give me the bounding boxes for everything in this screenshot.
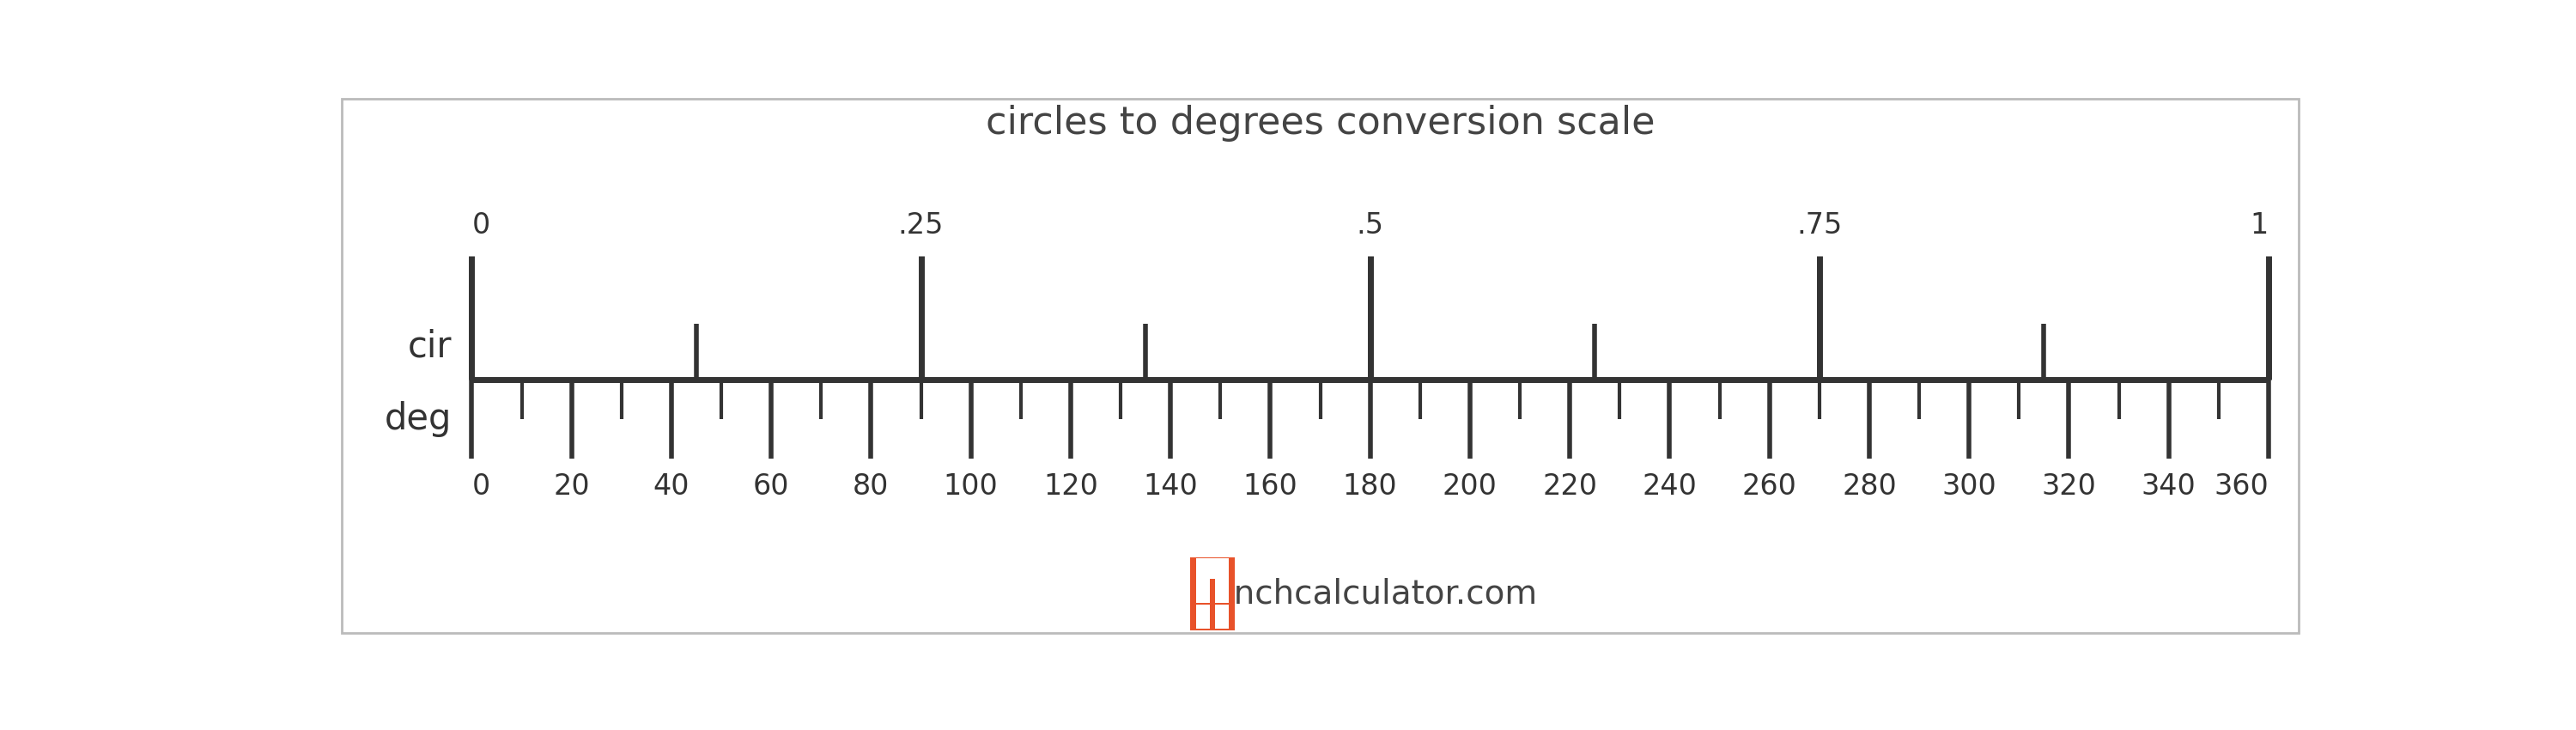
Text: cir: cir: [407, 328, 451, 364]
Text: .25: .25: [899, 211, 943, 239]
Text: 280: 280: [1842, 472, 1896, 501]
Text: 20: 20: [554, 472, 590, 501]
Text: 100: 100: [943, 472, 999, 501]
Text: 0: 0: [471, 211, 489, 239]
Text: 260: 260: [1741, 472, 1798, 501]
Text: 200: 200: [1443, 472, 1497, 501]
Text: inchcalculator.com: inchcalculator.com: [1224, 577, 1538, 610]
Text: 340: 340: [2141, 472, 2195, 501]
Bar: [1216, 579, 1229, 603]
Text: 220: 220: [1543, 472, 1597, 501]
Text: 320: 320: [2040, 472, 2097, 501]
Text: 300: 300: [1942, 472, 1996, 501]
Text: 180: 180: [1342, 472, 1396, 501]
Text: 0: 0: [471, 472, 489, 501]
Text: 140: 140: [1144, 472, 1198, 501]
Text: 80: 80: [853, 472, 889, 501]
Text: 160: 160: [1242, 472, 1298, 501]
Bar: [1195, 579, 1211, 603]
Text: 240: 240: [1641, 472, 1698, 501]
Bar: [1195, 604, 1211, 629]
Text: 120: 120: [1043, 472, 1097, 501]
Text: deg: deg: [384, 402, 451, 437]
Text: circles to degrees conversion scale: circles to degrees conversion scale: [987, 104, 1654, 142]
Text: .75: .75: [1795, 211, 1842, 239]
Text: .5: .5: [1358, 211, 1383, 239]
Bar: [1195, 558, 1229, 579]
Bar: [1216, 604, 1229, 629]
Text: 1: 1: [2251, 211, 2269, 239]
Text: 40: 40: [654, 472, 690, 501]
Text: 360: 360: [2213, 472, 2269, 501]
Bar: [1190, 557, 1234, 630]
Text: 60: 60: [752, 472, 788, 501]
